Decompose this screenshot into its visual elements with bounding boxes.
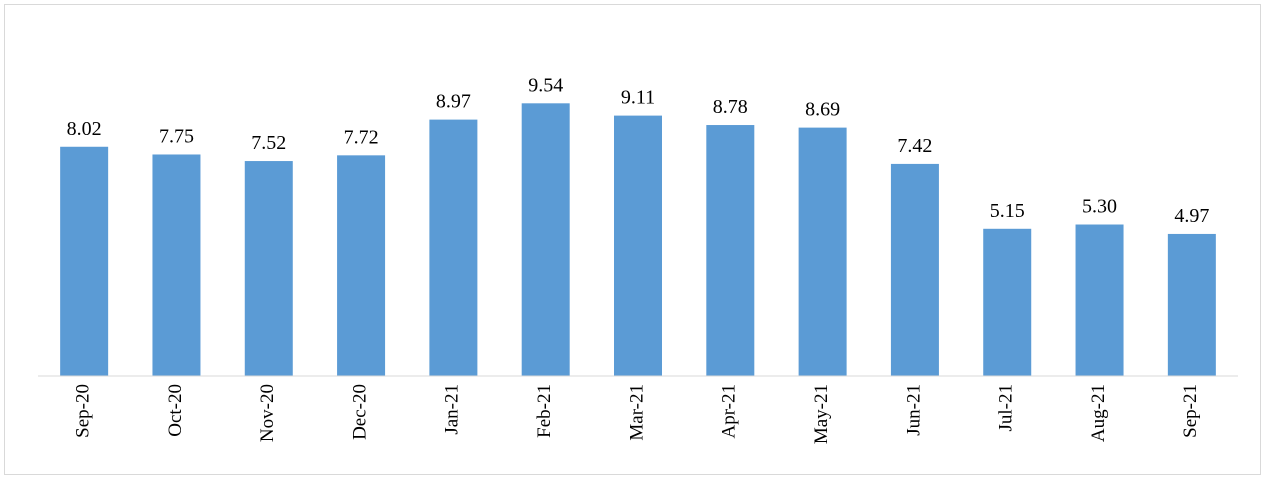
value-label: 4.97 (1174, 205, 1209, 227)
x-tick-label: Sep-21 (1180, 384, 1201, 438)
value-label: 8.97 (436, 91, 471, 113)
x-tick-label: Jul-21 (996, 384, 1017, 432)
value-label: 7.42 (897, 135, 932, 157)
bar (706, 125, 755, 376)
bar (521, 103, 570, 376)
value-label: 8.78 (713, 96, 748, 118)
value-label: 9.11 (621, 87, 655, 109)
bar (1075, 224, 1124, 376)
bar (798, 127, 847, 376)
bar (983, 228, 1032, 376)
bar (60, 146, 109, 376)
x-tick-label: May-21 (811, 384, 832, 444)
x-tick-label: Dec-20 (349, 384, 370, 440)
value-label: 7.72 (344, 126, 379, 148)
value-label: 5.15 (990, 200, 1025, 222)
bar (152, 154, 201, 376)
x-tick-label: Aug-21 (1088, 384, 1109, 442)
x-tick-label: Mar-21 (626, 384, 647, 441)
bar (429, 119, 478, 377)
value-label: 7.52 (251, 132, 286, 154)
value-label: 7.75 (159, 125, 194, 147)
x-tick-label: Jun-21 (903, 384, 924, 436)
x-tick-label: Jan-21 (442, 384, 463, 435)
x-tick-label: Nov-20 (257, 384, 278, 442)
x-tick-label: Feb-21 (534, 384, 555, 438)
value-label: 9.54 (528, 74, 563, 96)
x-tick-label: Apr-21 (719, 384, 740, 439)
bar (337, 155, 386, 376)
bar (244, 161, 293, 376)
bar (890, 163, 939, 376)
bar (1167, 233, 1216, 376)
value-label: 8.69 (805, 99, 840, 121)
x-tick-label: Oct-20 (165, 384, 186, 437)
value-label: 5.30 (1082, 196, 1117, 218)
x-tick-label: Sep-20 (73, 384, 94, 438)
value-label: 8.02 (67, 118, 102, 140)
bar (614, 115, 662, 376)
